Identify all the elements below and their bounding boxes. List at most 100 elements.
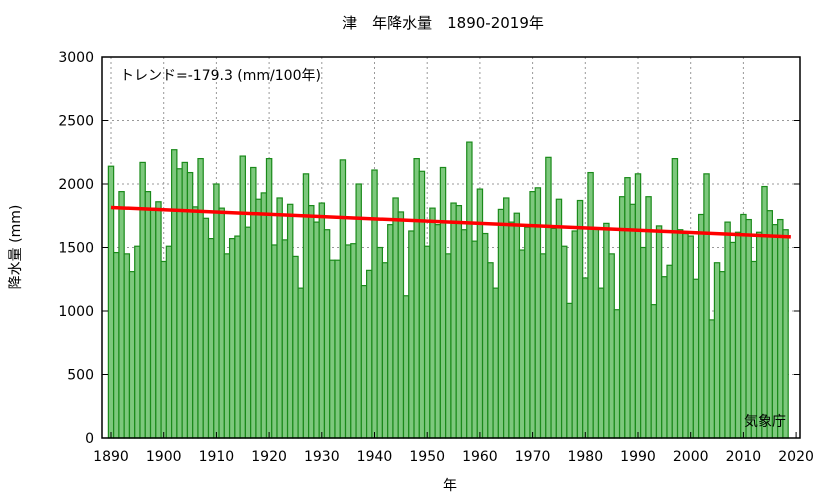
x-tick-label: 1890 (93, 449, 129, 465)
bar (202, 217, 210, 439)
bar (339, 159, 347, 439)
bar (281, 239, 289, 439)
bar (297, 287, 304, 439)
bar (782, 229, 789, 439)
bar (771, 224, 779, 439)
y-tick-label: 1000 (58, 304, 94, 320)
bar (402, 295, 410, 439)
axes: 0 500 1000 1500 2000 2500 3000 1890 1900 1910 1920… (58, 50, 814, 465)
bar (508, 221, 515, 439)
bar (144, 191, 152, 439)
bar (671, 158, 679, 439)
bar (429, 207, 436, 439)
credit-label: 気象庁 (744, 414, 786, 430)
bar (645, 196, 652, 439)
bar (650, 304, 658, 439)
x-tick-label: 1930 (304, 449, 340, 465)
bar (766, 210, 773, 439)
bar (371, 169, 378, 439)
bar (513, 212, 521, 439)
bar (634, 173, 642, 439)
bar (292, 255, 299, 439)
bar (418, 170, 426, 439)
bar (134, 245, 141, 439)
bar (571, 230, 579, 439)
bar (255, 198, 262, 439)
y-tick-label: 0 (85, 431, 94, 447)
bar (392, 197, 399, 439)
y-tick-label: 1500 (58, 241, 94, 257)
bar (329, 259, 336, 439)
bar (460, 229, 468, 439)
bar (545, 156, 552, 439)
bar (228, 238, 236, 439)
bar (355, 183, 362, 439)
bar (165, 245, 173, 439)
bar (687, 235, 694, 439)
bar (729, 241, 737, 439)
bar (139, 161, 146, 439)
x-tick-label: 1950 (409, 449, 445, 465)
bar (777, 218, 784, 439)
bar (192, 206, 199, 439)
bar (524, 226, 531, 439)
bar (334, 259, 341, 439)
bar (592, 227, 600, 439)
bar (761, 185, 768, 439)
bar (740, 213, 747, 439)
bar (439, 166, 447, 439)
bar (755, 231, 763, 439)
x-tick-label: 1980 (567, 449, 603, 465)
bar (128, 271, 136, 439)
bar (550, 227, 557, 439)
bar (223, 253, 231, 439)
bar (708, 319, 716, 439)
bar (381, 262, 389, 439)
bar (597, 287, 605, 439)
bar (155, 201, 162, 439)
y-axis-label: 降水量 (mm) (8, 205, 24, 290)
bar (171, 149, 178, 439)
bar (302, 173, 310, 439)
bar (149, 207, 157, 439)
bar (234, 235, 241, 439)
bar (655, 225, 663, 439)
bar (608, 253, 615, 439)
bar (745, 218, 752, 439)
bar (661, 276, 668, 439)
bar (503, 197, 510, 439)
bar (560, 245, 568, 439)
bar (118, 191, 125, 439)
bar (271, 244, 278, 439)
bar (750, 260, 758, 439)
bar (719, 271, 726, 439)
bar (265, 158, 273, 439)
bar (397, 211, 405, 439)
bar (603, 222, 610, 439)
y-tick-label: 2500 (58, 114, 94, 130)
bar (260, 192, 268, 439)
bar (587, 171, 594, 439)
bar (713, 262, 721, 439)
bar (555, 198, 563, 439)
bar (450, 202, 457, 439)
bar (344, 244, 352, 439)
bar (113, 251, 120, 439)
bar (566, 302, 573, 439)
bar (434, 224, 441, 439)
bar (618, 196, 626, 439)
x-tick-label: 1900 (146, 449, 182, 465)
bar (724, 221, 731, 439)
y-tick-label: 2000 (58, 177, 94, 193)
bar (123, 253, 131, 439)
bar (476, 188, 484, 439)
bar (529, 191, 536, 439)
bar (682, 232, 689, 439)
bar (703, 173, 710, 439)
bar (624, 177, 631, 439)
bar (666, 264, 673, 439)
bar (376, 246, 384, 439)
bar (582, 277, 589, 439)
bar (445, 253, 452, 439)
x-tick-label: 2000 (673, 449, 709, 465)
